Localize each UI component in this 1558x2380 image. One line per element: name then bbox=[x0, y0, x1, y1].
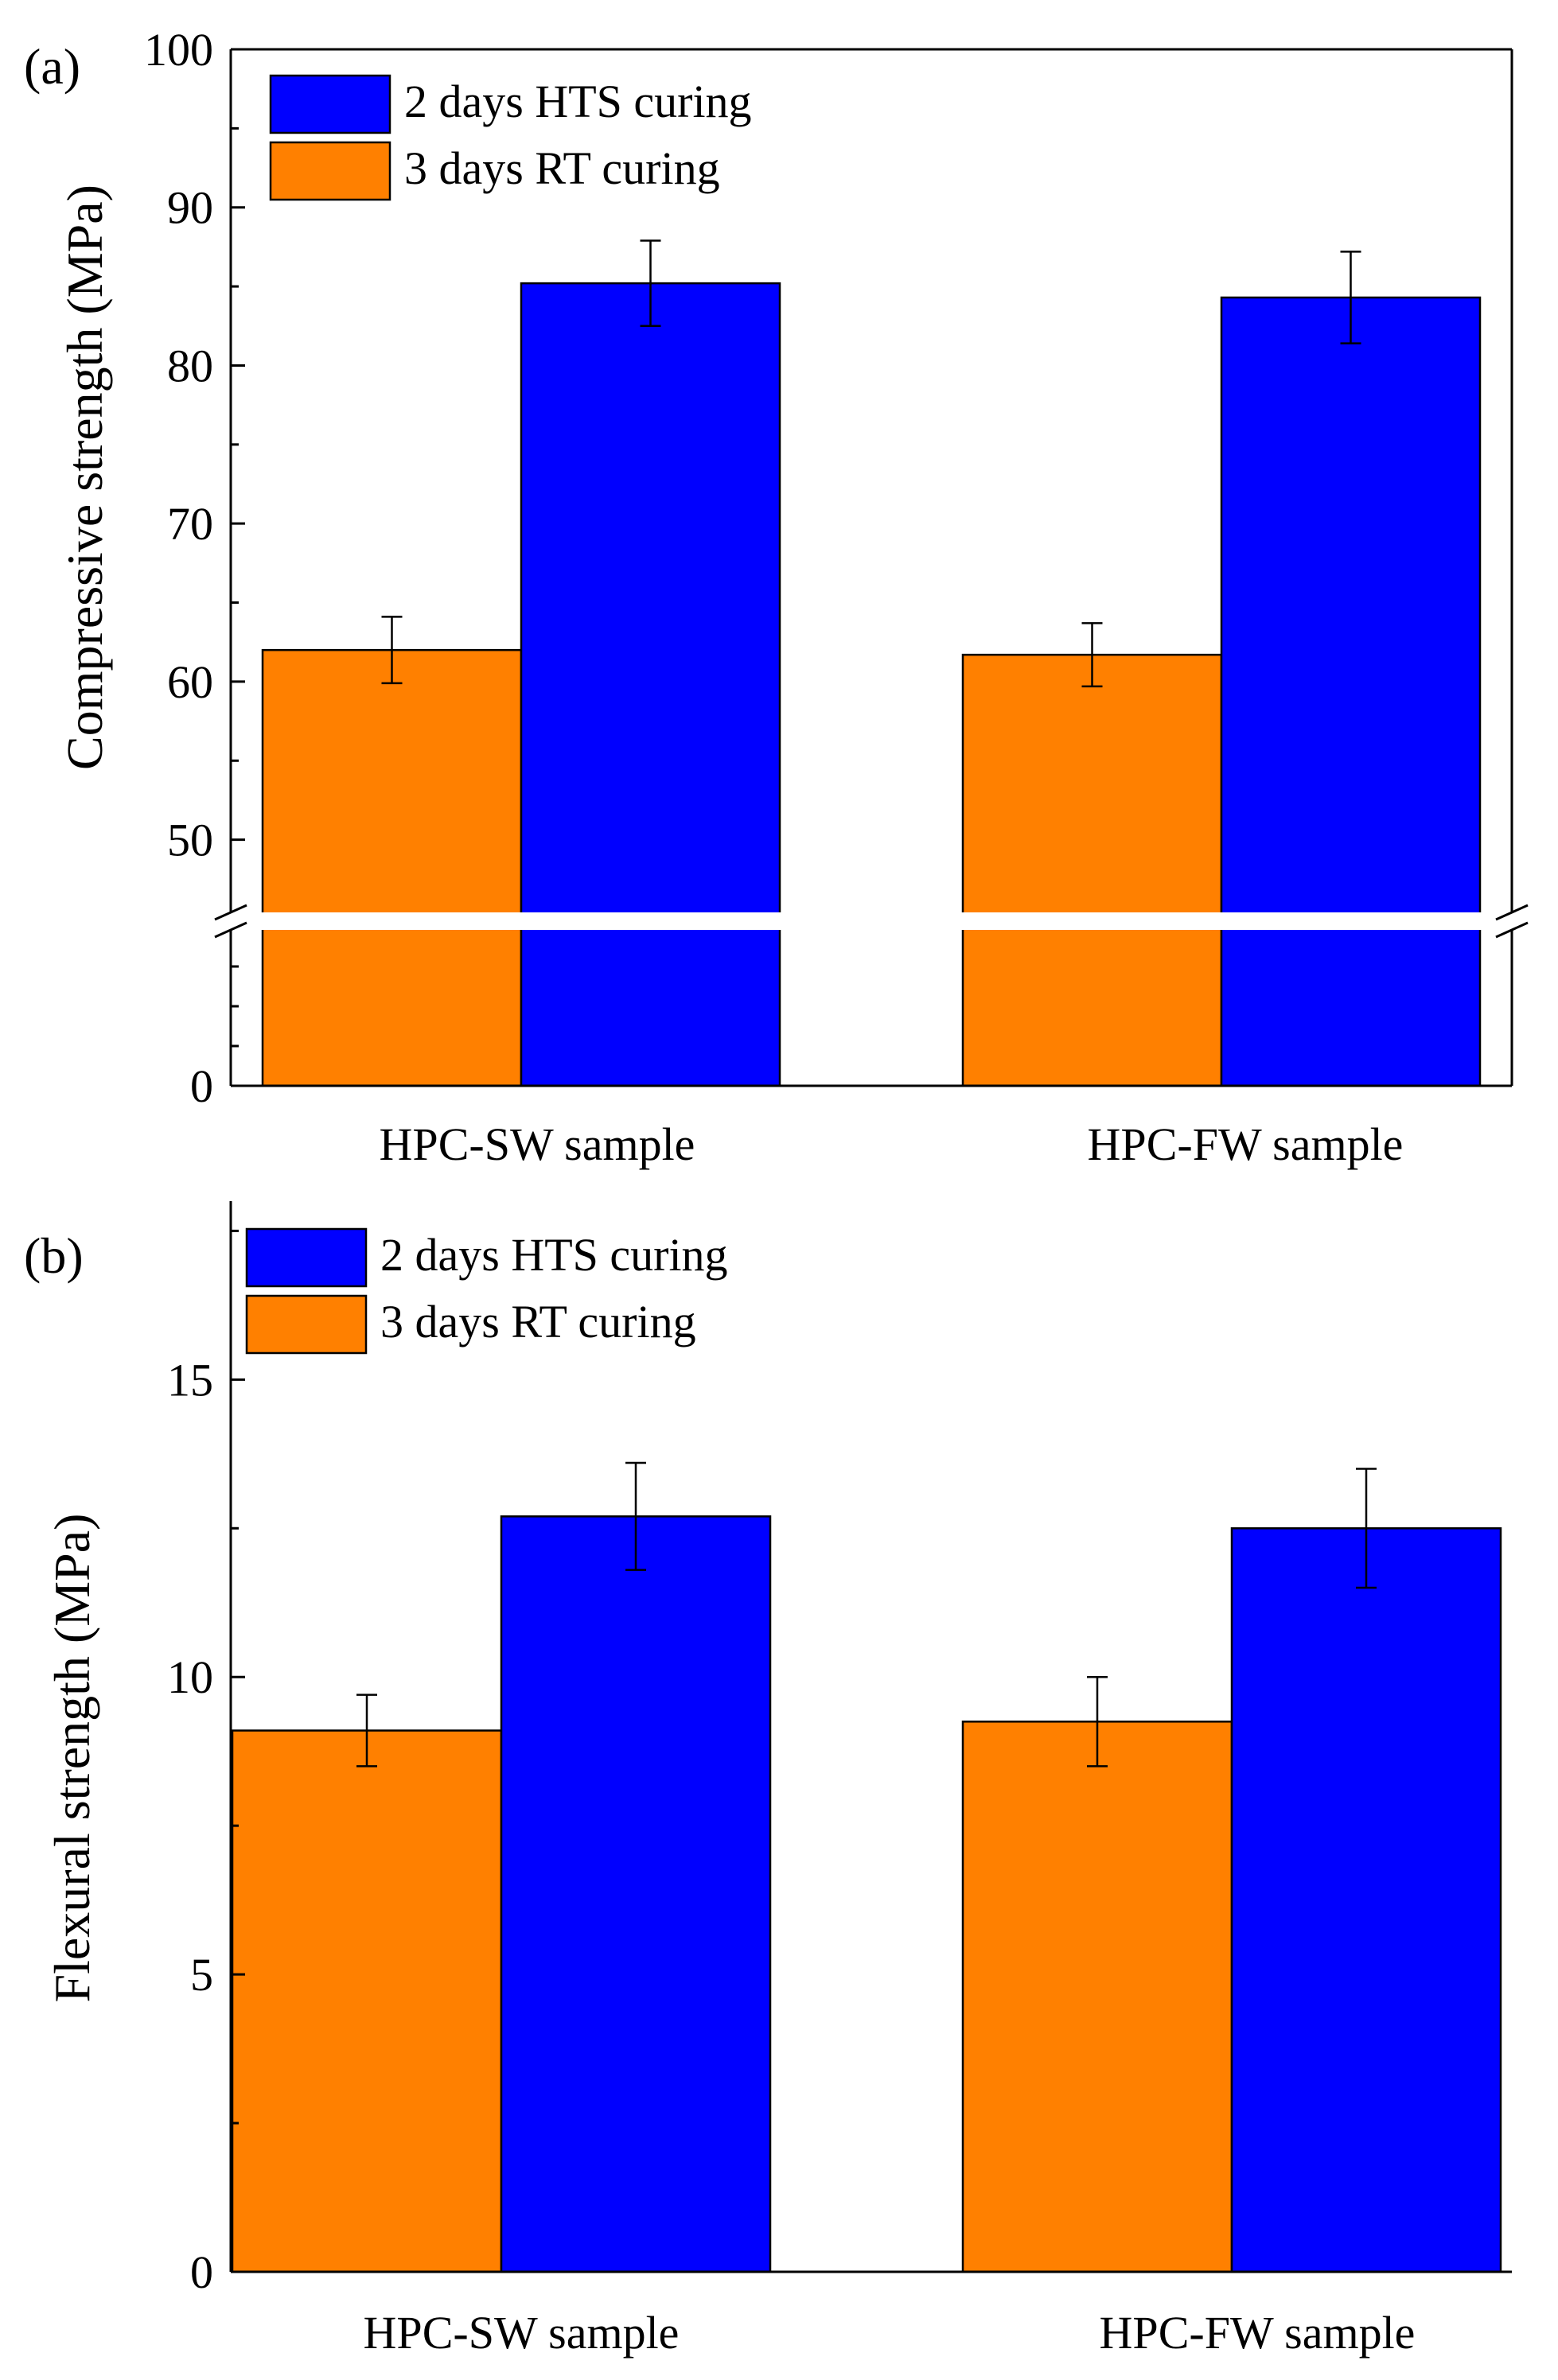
x-tick-label: HPC-SW sample bbox=[380, 1118, 695, 1170]
bar bbox=[261, 648, 523, 1087]
legend-swatch bbox=[245, 1294, 368, 1355]
y-tick-label: 0 bbox=[190, 2246, 213, 2298]
x-tick-label: HPC-FW sample bbox=[1100, 2307, 1416, 2359]
y-axis-label: Flexural strength (MPa) bbox=[44, 1514, 100, 2003]
y-tick-label: 60 bbox=[167, 656, 213, 708]
axis-break-mark bbox=[1495, 921, 1529, 939]
y-tick-label: 100 bbox=[144, 24, 213, 76]
x-tick-label: HPC-FW sample bbox=[1088, 1118, 1404, 1170]
bar bbox=[1220, 296, 1482, 1087]
y-tick-label: 90 bbox=[167, 182, 213, 234]
axis-break-gap bbox=[215, 912, 1528, 930]
axis-break-mark bbox=[214, 921, 247, 939]
legend-label: 2 days HTS curing bbox=[404, 76, 752, 127]
legend-label: 3 days RT curing bbox=[404, 142, 720, 194]
legend-label: 3 days RT curing bbox=[380, 1296, 696, 1348]
y-axis-label: Compressive strength (MPa) bbox=[56, 185, 113, 770]
panel-label: (a) bbox=[24, 38, 80, 95]
panel-label: (b) bbox=[24, 1227, 84, 1284]
bar bbox=[961, 1721, 1233, 2273]
y-tick-label: 15 bbox=[167, 1354, 213, 1406]
bar bbox=[1230, 1527, 1502, 2273]
axis-break-mark bbox=[1495, 904, 1529, 921]
y-tick-label: 70 bbox=[167, 498, 213, 550]
legend-swatch bbox=[245, 1227, 368, 1288]
y-tick-label: 50 bbox=[167, 815, 213, 866]
axis-break-mark bbox=[214, 904, 247, 921]
panel-b-flexural-strength-chart: 0 5 10 15 HPC-SW sample HPC-FW sample Flexural… bbox=[24, 1201, 1512, 2359]
bar bbox=[961, 653, 1223, 1087]
y-tick-label: 10 bbox=[167, 1651, 213, 1703]
panel-a-compressive-strength-chart: 50 60 70 80 90 100 0 HPC-SW sample HPC-FW sample… bbox=[24, 24, 1529, 1170]
y-tick-label: 0 bbox=[190, 1060, 213, 1112]
legend-label: 2 days HTS curing bbox=[380, 1229, 728, 1281]
x-tick-label: HPC-SW sample bbox=[364, 2307, 680, 2359]
bar bbox=[231, 1729, 503, 2273]
bar bbox=[500, 1515, 772, 2273]
legend-swatch bbox=[269, 74, 391, 134]
y-tick-label: 5 bbox=[190, 1949, 213, 2001]
bar bbox=[520, 282, 781, 1087]
y-tick-label: 80 bbox=[167, 340, 213, 391]
legend-swatch bbox=[269, 141, 391, 201]
